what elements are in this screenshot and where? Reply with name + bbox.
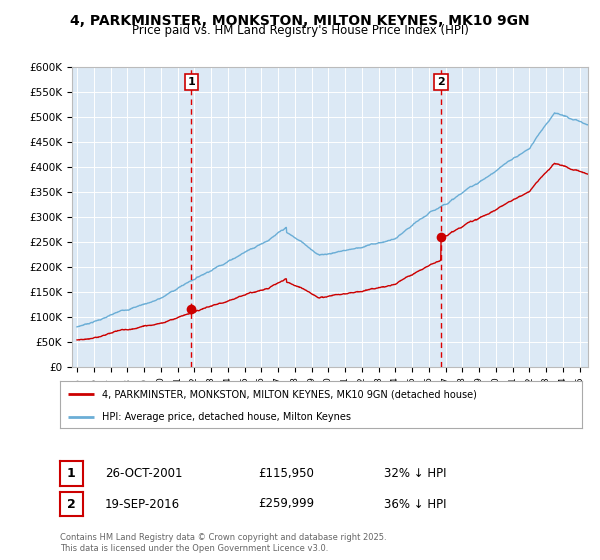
Text: 2: 2 [437, 77, 445, 87]
Text: 19-SEP-2016: 19-SEP-2016 [105, 497, 180, 511]
Text: £259,999: £259,999 [258, 497, 314, 511]
Text: £115,950: £115,950 [258, 466, 314, 480]
Text: Contains HM Land Registry data © Crown copyright and database right 2025.
This d: Contains HM Land Registry data © Crown c… [60, 533, 386, 553]
Text: 2: 2 [67, 497, 76, 511]
Text: 36% ↓ HPI: 36% ↓ HPI [384, 497, 446, 511]
Text: 32% ↓ HPI: 32% ↓ HPI [384, 466, 446, 480]
Text: 26-OCT-2001: 26-OCT-2001 [105, 466, 182, 480]
Text: 4, PARKMINSTER, MONKSTON, MILTON KEYNES, MK10 9GN (detached house): 4, PARKMINSTER, MONKSTON, MILTON KEYNES,… [102, 389, 476, 399]
Text: Price paid vs. HM Land Registry's House Price Index (HPI): Price paid vs. HM Land Registry's House … [131, 24, 469, 37]
Text: 4, PARKMINSTER, MONKSTON, MILTON KEYNES, MK10 9GN: 4, PARKMINSTER, MONKSTON, MILTON KEYNES,… [70, 14, 530, 28]
Text: 1: 1 [67, 466, 76, 480]
Text: HPI: Average price, detached house, Milton Keynes: HPI: Average price, detached house, Milt… [102, 412, 351, 422]
Text: 1: 1 [187, 77, 195, 87]
